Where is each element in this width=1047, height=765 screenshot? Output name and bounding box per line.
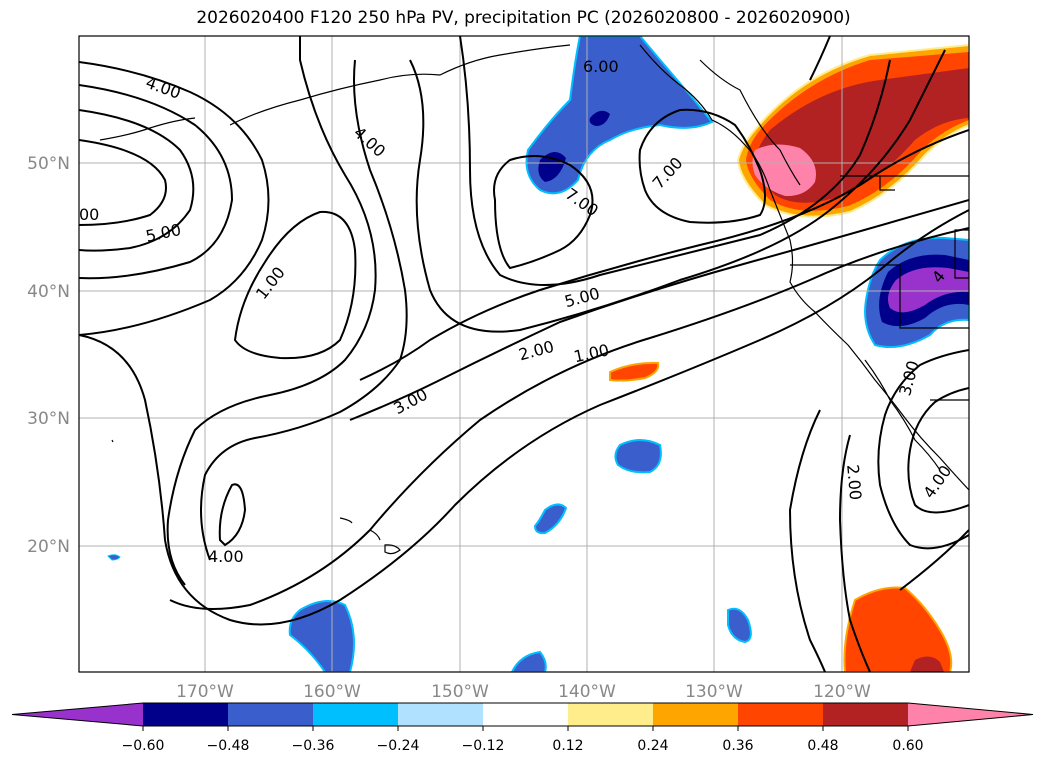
contour-label: 7.00 [562,184,602,220]
contour-label: 1.00 [252,263,289,303]
contour-label: 4.00 [208,547,244,566]
lon-label-150w: 150°W [431,682,489,702]
longitude-labels: 170°W 160°W 150°W 140°W 130°W 120°W [176,682,871,702]
contour-label: 4.00 [350,123,389,161]
colorbar-extend-low [12,703,143,726]
colorbar-swatch [143,703,228,726]
colorbar-tick-label: 0.48 [807,738,838,754]
map-title: 2026020400 F120 250 hPa PV, precipitatio… [196,8,851,28]
lon-label-140w: 140°W [558,682,616,702]
neg-blob-1 [614,439,662,474]
coastlines [99,44,969,555]
pos-anomaly-mexico [843,586,953,672]
colorbar-swatch [398,703,483,726]
colorbar-swatch [568,703,653,726]
colorbar-tick-label: 0.36 [722,738,753,754]
contour-label: 7.00 [649,153,687,192]
latitude-labels: 50°N 40°N 30°N 20°N [27,154,70,557]
map-frame [78,35,970,673]
colorbar-tick-label: −0.12 [462,738,505,754]
lat-label-30n: 30°N [27,409,70,429]
colorbar-tick-label: 0.12 [552,738,583,754]
lon-label-120w: 120°W [813,682,871,702]
contour-label: 2.00 [843,464,865,501]
neg-core-2 [589,110,610,126]
pos-blob-1 [609,361,660,382]
precip-shading [107,36,969,672]
lat-label-50n: 50°N [27,154,70,174]
pos-red-mexico [910,656,944,672]
colorbar-swatch [653,703,738,726]
contour-label: 3.00 [390,385,430,419]
contour-label: 3.00 [895,358,923,397]
colorbar-swatch [313,703,398,726]
neg-blob-6 [107,554,121,561]
colorbar-swatch [228,703,313,726]
contour-label: 4.00 [143,73,183,103]
contour-label: 4.00 [919,462,955,502]
colorbar-swatch [483,703,568,726]
neg-blob-5 [727,607,752,644]
contour-label: 6.00 [583,57,619,76]
colorbar-tick-label: −0.24 [377,738,420,754]
pos-pink-pacific-nw [752,144,816,197]
colorbar-tick-label: −0.60 [122,738,165,754]
colorbar-swatch [738,703,823,726]
colorbar-tick-label: 0.24 [637,738,668,754]
pv-contours [79,36,969,672]
lon-label-170w: 170°W [176,682,234,702]
colorbar-swatch [823,703,908,726]
lon-label-160w: 160°W [303,682,361,702]
contour-label: 2.00 [517,337,556,365]
contour-label: 5.00 [562,284,601,312]
colorbar-extend-high [908,703,1033,726]
lat-label-20n: 20°N [27,537,70,557]
neg-blob-3 [288,600,355,672]
neg-blob-4 [510,650,547,672]
graticule [79,36,969,672]
neg-anomaly-gulf-alaska [525,36,714,195]
contour-label: 5.00 [144,220,183,246]
contour-label: 1.00 [572,340,611,366]
colorbar-tick-label: −0.48 [207,738,250,754]
contour-label: 00 [79,205,99,224]
neg-center-west-us [888,267,969,313]
lat-label-40n: 40°N [27,282,70,302]
lon-label-130w: 130°W [685,682,743,702]
neg-blob-2 [533,503,568,535]
colorbar-tick-label: 0.60 [892,738,923,754]
colorbar: −0.60 −0.48 −0.36 −0.24 −0.12 0.12 0.24 0.36 0.4… [11,702,1034,754]
colorbar-tick-label: −0.36 [292,738,335,754]
